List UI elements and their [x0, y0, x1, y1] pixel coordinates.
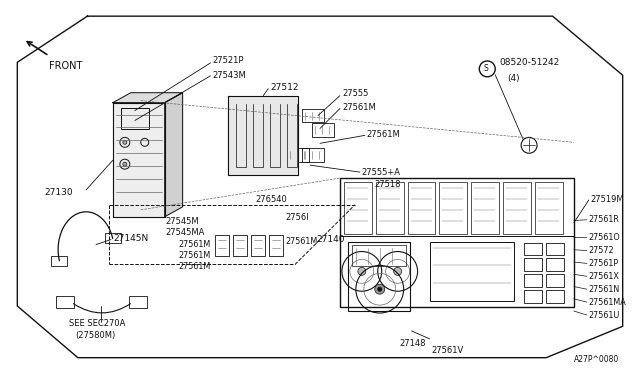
Bar: [546, 243, 564, 256]
Text: 27561MA: 27561MA: [589, 298, 627, 307]
Text: 27561M: 27561M: [367, 130, 401, 139]
Text: 27519M: 27519M: [591, 195, 625, 204]
Bar: [524, 259, 542, 271]
Bar: [56, 296, 74, 308]
Bar: [440, 182, 467, 234]
Bar: [471, 182, 499, 234]
Text: 27140: 27140: [316, 235, 345, 244]
Text: SEE SEC270A: SEE SEC270A: [69, 320, 125, 328]
Bar: [216, 235, 229, 256]
Text: 27148: 27148: [399, 339, 426, 348]
Text: (27580M): (27580M): [75, 331, 115, 340]
Bar: [376, 182, 404, 234]
Circle shape: [375, 284, 385, 294]
Bar: [535, 182, 563, 234]
Polygon shape: [113, 93, 182, 103]
Text: 2756I: 2756I: [285, 213, 309, 222]
Text: 27521P: 27521P: [212, 57, 244, 65]
Bar: [348, 241, 410, 311]
Bar: [234, 235, 247, 256]
Bar: [269, 235, 283, 256]
Bar: [340, 178, 574, 307]
Bar: [51, 256, 67, 266]
Circle shape: [378, 287, 381, 291]
Bar: [287, 148, 309, 162]
Text: 27561U: 27561U: [589, 311, 620, 320]
Text: 27561M: 27561M: [342, 103, 376, 112]
Text: 27545M: 27545M: [166, 217, 199, 226]
Bar: [546, 290, 564, 303]
Text: 27561P: 27561P: [589, 259, 619, 268]
Circle shape: [123, 162, 127, 166]
Bar: [252, 235, 265, 256]
Polygon shape: [113, 103, 164, 217]
Text: 27561V: 27561V: [431, 346, 464, 355]
Bar: [302, 148, 324, 162]
Text: 276540: 276540: [255, 195, 287, 204]
Bar: [408, 182, 435, 234]
Bar: [121, 108, 148, 129]
Bar: [352, 244, 406, 266]
Bar: [129, 296, 147, 308]
Circle shape: [123, 140, 127, 144]
Text: 27130: 27130: [44, 189, 73, 198]
Bar: [429, 241, 514, 301]
Text: 27543M: 27543M: [212, 71, 246, 80]
Circle shape: [358, 267, 366, 275]
Text: (4): (4): [507, 74, 520, 83]
Text: FRONT: FRONT: [49, 61, 83, 71]
Text: 27555+A: 27555+A: [362, 168, 401, 177]
Bar: [524, 243, 542, 256]
Text: 27561O: 27561O: [589, 233, 621, 242]
Polygon shape: [228, 96, 298, 175]
Polygon shape: [164, 93, 182, 217]
Text: 27555: 27555: [342, 89, 368, 98]
Text: 27561M: 27561M: [179, 251, 211, 260]
Bar: [546, 274, 564, 287]
Bar: [524, 290, 542, 303]
Circle shape: [394, 267, 402, 275]
Bar: [105, 233, 120, 243]
Bar: [302, 109, 324, 122]
Text: 27572: 27572: [589, 246, 614, 255]
Text: 27518: 27518: [375, 180, 401, 189]
Text: 27561X: 27561X: [589, 272, 620, 281]
Bar: [312, 124, 334, 137]
Text: 27561N: 27561N: [589, 285, 620, 294]
Bar: [503, 182, 531, 234]
Text: A27P^0080: A27P^0080: [573, 355, 619, 364]
Text: 27561M: 27561M: [285, 237, 317, 246]
Text: 27561M: 27561M: [179, 240, 211, 249]
Text: 27561M: 27561M: [179, 262, 211, 271]
Text: 27145N: 27145N: [113, 234, 148, 243]
Text: 27545MA: 27545MA: [166, 228, 205, 237]
Bar: [344, 182, 372, 234]
Bar: [546, 259, 564, 271]
Text: 27512: 27512: [270, 83, 299, 92]
Text: 27561R: 27561R: [589, 215, 620, 224]
Text: S: S: [484, 64, 489, 73]
Bar: [524, 274, 542, 287]
Text: 08520-51242: 08520-51242: [499, 58, 559, 67]
